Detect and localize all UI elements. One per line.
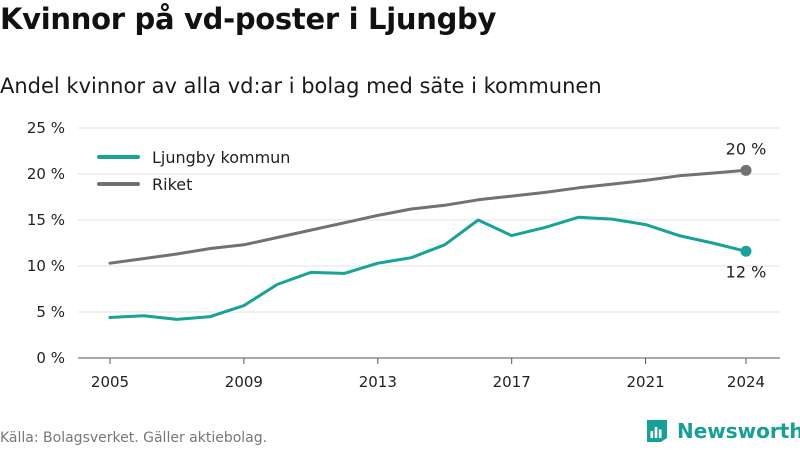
series-end-marker-2	[740, 164, 752, 176]
newsworthy-logo-icon	[647, 420, 667, 442]
x-tick-label: 2009	[225, 373, 263, 391]
brand-logo[interactable]: Newsworthy	[644, 418, 800, 444]
y-tick-label: 5 %	[36, 303, 65, 321]
series-end-label-1: 12 %	[726, 262, 767, 281]
x-tick-label: 2024	[727, 373, 765, 391]
y-tick-label: 15 %	[27, 211, 65, 229]
legend-label-1: Ljungby kommun	[152, 148, 290, 167]
y-tick-label: 20 %	[27, 165, 65, 183]
legend-label-2: Riket	[152, 175, 192, 194]
x-tick-label: 2013	[359, 373, 397, 391]
series-end-label-2: 20 %	[726, 139, 767, 158]
brand-name: Newsworthy	[677, 419, 800, 443]
x-tick-label: 2017	[493, 373, 531, 391]
series-line-1	[108, 215, 748, 321]
chart-title: Kvinnor på vd-poster i Ljungby	[0, 2, 497, 36]
x-tick-label: 2021	[626, 373, 664, 391]
series-line-2	[108, 168, 748, 265]
y-tick-label: 0 %	[36, 349, 65, 367]
series-end-marker-1	[740, 245, 752, 257]
x-tick-label: 2005	[91, 373, 129, 391]
chart-subtitle: Andel kvinnor av alla vd:ar i bolag med …	[0, 74, 602, 98]
y-tick-label: 25 %	[27, 119, 65, 137]
y-tick-label: 10 %	[27, 257, 65, 275]
source-note: Källa: Bolagsverket. Gäller aktiebolag.	[0, 430, 268, 446]
